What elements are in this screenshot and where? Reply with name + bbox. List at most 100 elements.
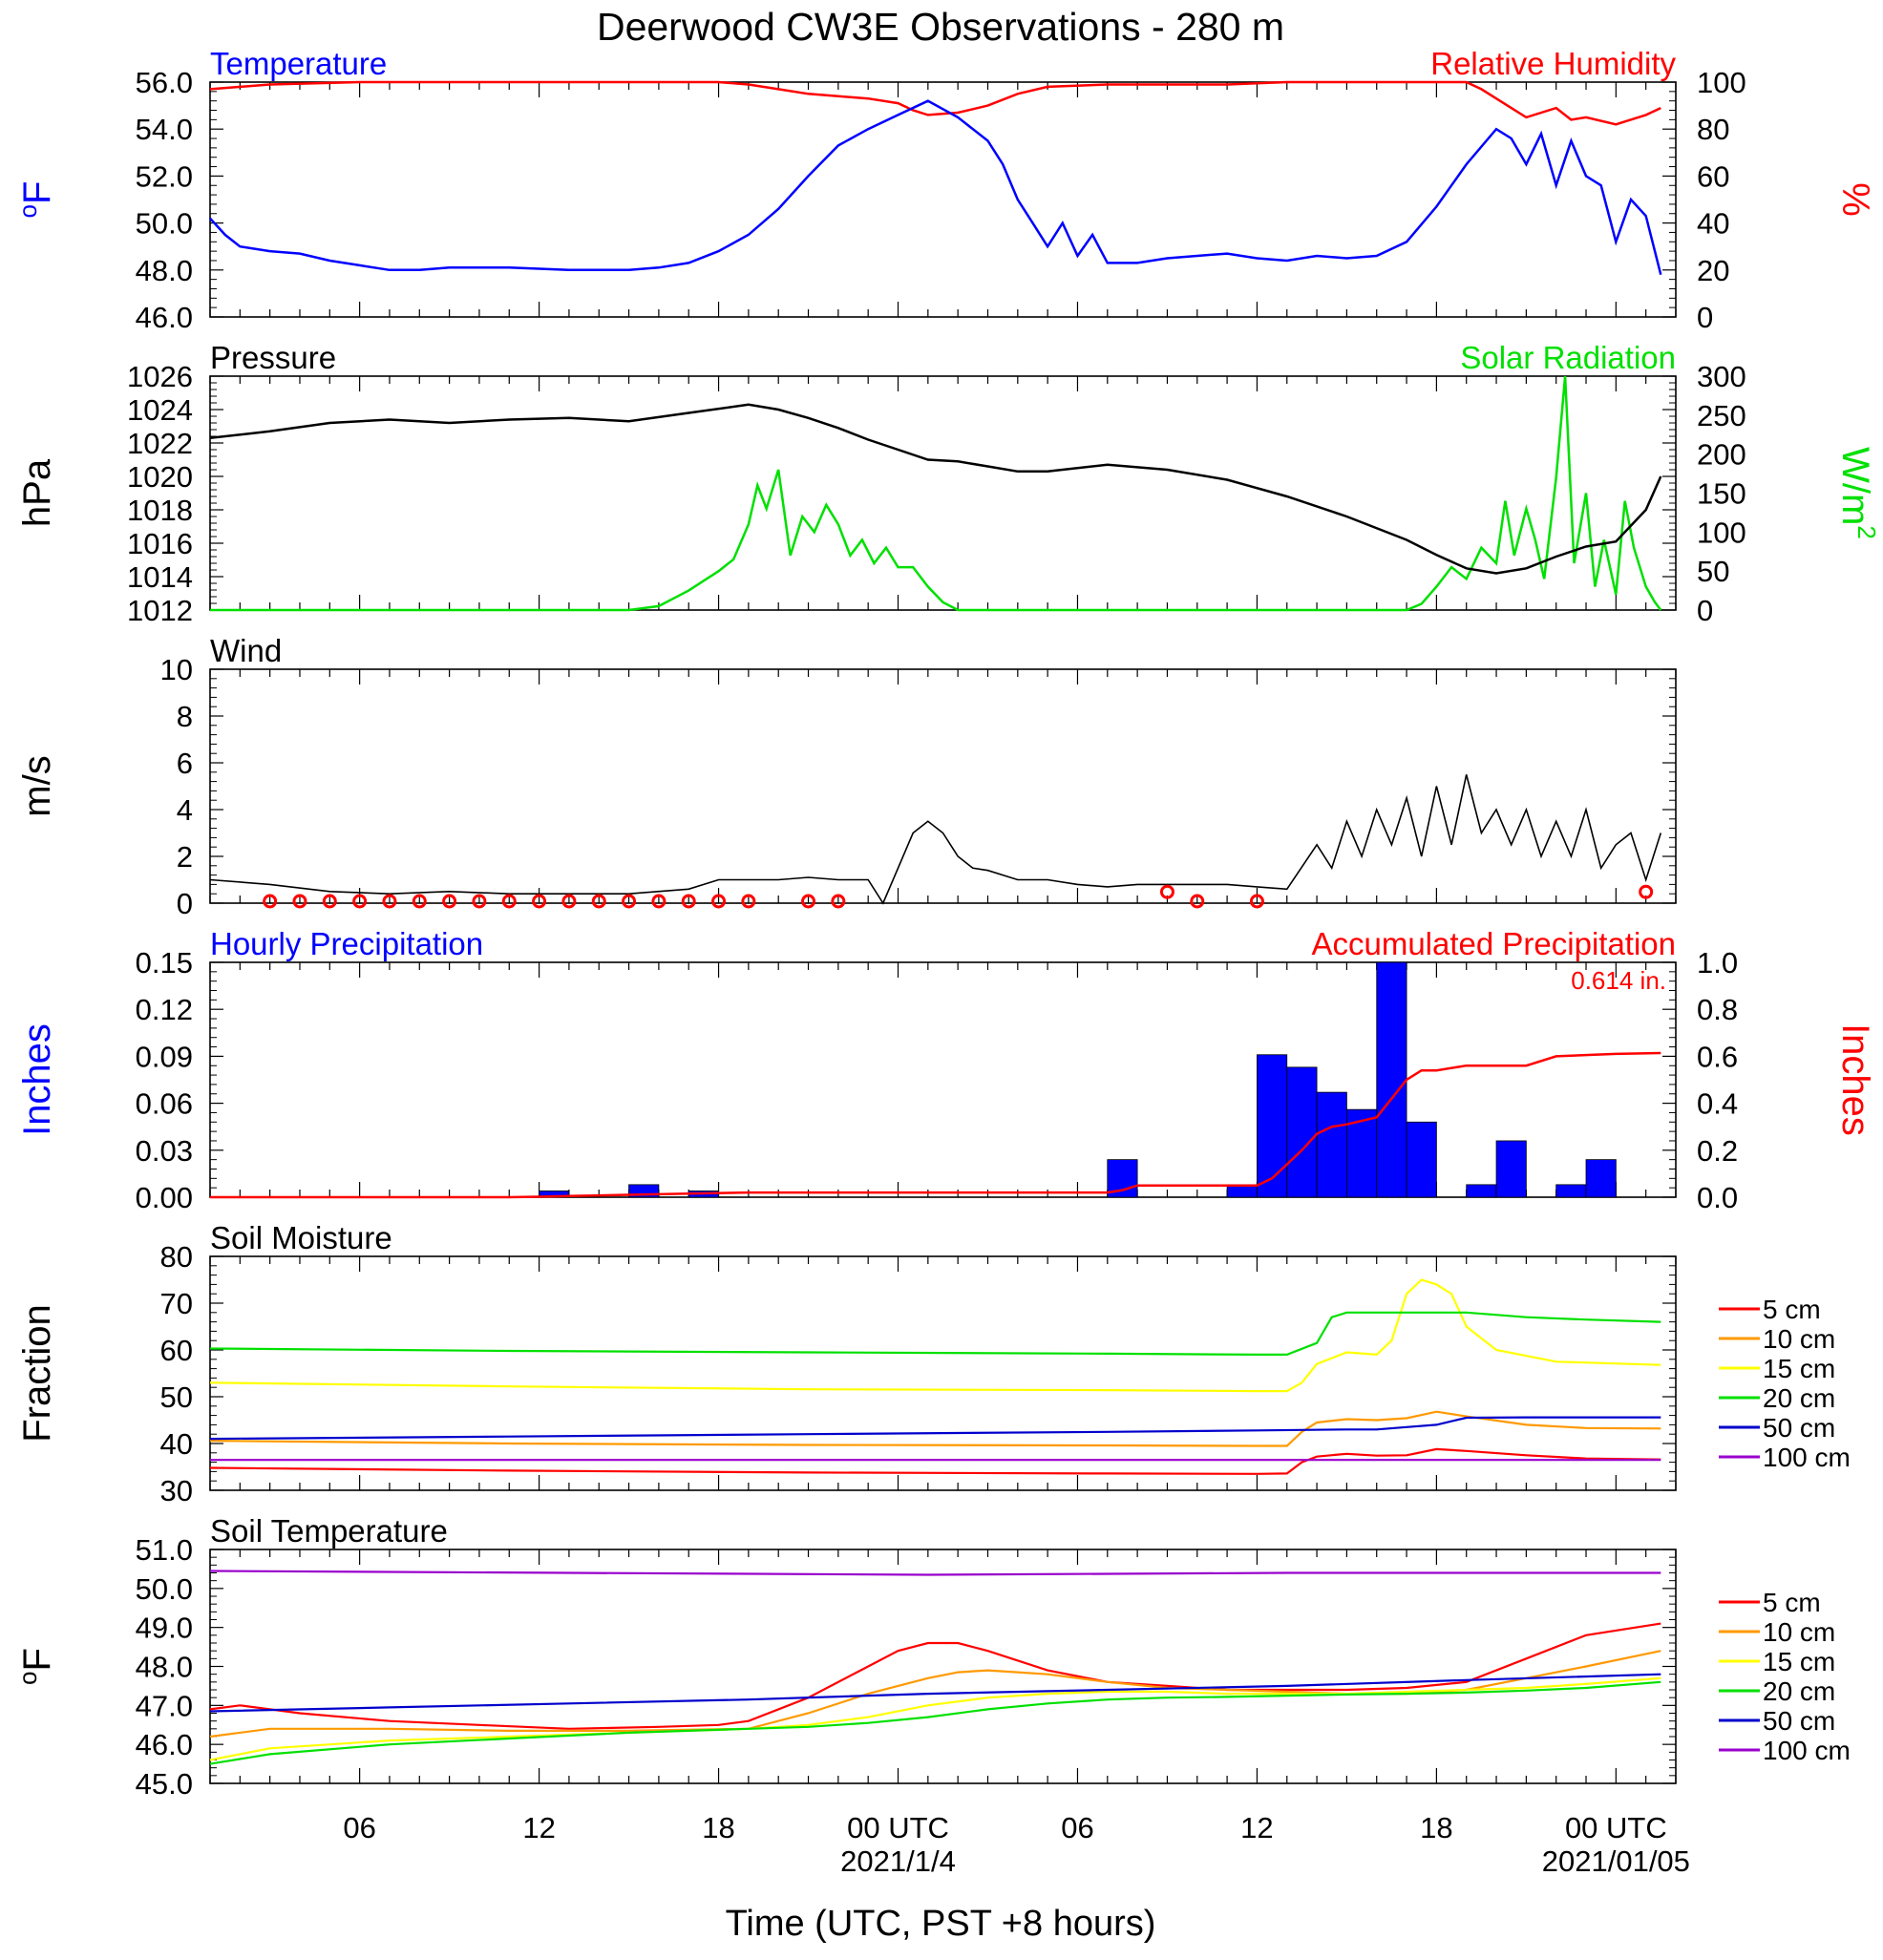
panel-soil-moisture: 30 40 50 60 70 80 Soil Moisture Fraction 5 cm10 … [16,1220,1851,1507]
hourly-precip-bar [1555,1184,1587,1198]
plot-frame [209,1549,1677,1784]
y2-tick-label: 1.0 [1697,946,1738,980]
series-temperature [209,99,1662,276]
legend-label: 20 cm [1763,1676,1835,1706]
y-tick-label: 48.0 [136,1651,193,1684]
panel-soil-temperature: 45.0 46.0 47.0 48.0 49.0 50.0 51.0 Soil Tempera… [13,1513,1851,1801]
calm-marker [292,894,307,909]
calm-marker [681,894,696,909]
series-wind-speed [209,774,1662,905]
y-tick-label: 6 [177,747,193,780]
plot-frame [209,961,1677,1198]
series-soil-temperature [209,1673,1661,1713]
y2-tick-label: 0.4 [1697,1087,1738,1121]
panel-title: Temperature [210,46,387,81]
calm-marker [561,894,577,909]
y-tick-label: 0.09 [136,1040,193,1073]
left-axis-unit: Fraction [16,1304,58,1443]
y2-tick-label: 0.0 [1697,1181,1738,1214]
y-tick-label: 80 [160,1240,193,1274]
y-tick-label: 0 [177,887,193,920]
x-tick-label: 18 [1420,1811,1452,1844]
panel-title: Hourly Precipitation [210,926,483,961]
x-axis-label: Time (UTC, PST +8 hours) [726,1904,1156,1944]
series-soil-moisture [209,1410,1661,1447]
y2-tick-label: 200 [1697,438,1746,472]
calm-marker [322,894,337,909]
y-tick-label: 40 [160,1427,193,1461]
calm-marker [442,894,457,909]
calm-marker [352,894,368,909]
panels: 46.048.050.052.054.056.0020406080100Temp… [13,46,1881,1801]
y2-tick-label: 150 [1697,477,1746,511]
y-tick-label: 50.0 [136,1572,193,1606]
hourly-precip-bar [1257,1054,1288,1198]
hourly-precip-bar [1495,1140,1527,1198]
series-soil-temperature [209,1570,1661,1576]
y2-tick-label: 50 [1697,555,1729,588]
series-soil-temperature [209,1622,1661,1730]
plot-frame [209,1255,1677,1491]
y2-tick-label: 0.8 [1697,993,1738,1026]
y2-tick-label: 80 [1697,113,1729,146]
plot-frame [209,81,1677,318]
y-tick-label: 0.12 [136,993,193,1026]
y-tick-label: 1024 [127,393,193,427]
series-soil-temperature [209,1676,1661,1761]
series-soil-moisture [209,1278,1661,1393]
x-date-label: 2021/01/05 [1542,1844,1690,1878]
x-tick-label: 00 UTC [1565,1811,1667,1844]
panel-wind: 0 2 4 6 8 10 Wind m/s [16,633,1677,920]
y2-tick-label: 40 [1697,207,1729,241]
calm-marker [1159,884,1174,899]
panel-title-right: Relative Humidity [1430,46,1676,81]
y2-tick-label: 0 [1697,301,1713,334]
y-tick-label: 0.00 [136,1181,193,1214]
y2-tick-label: 0 [1697,594,1713,627]
y2-tick-label: 0.2 [1697,1134,1738,1168]
y-tick-label: 46.0 [136,301,193,334]
calm-marker [472,894,487,909]
legend-label: 100 cm [1763,1443,1851,1472]
figure-title: Deerwood CW3E Observations - 280 m [597,5,1284,49]
hourly-precip-bar [1316,1091,1347,1198]
calm-marker [412,894,427,909]
y-tick-label: 54.0 [136,113,193,146]
legend-label: 5 cm [1763,1588,1821,1617]
plot-frame [209,668,1677,904]
y-tick-label: 52.0 [136,159,193,193]
calm-marker [622,894,637,909]
x-tick-label: 18 [702,1811,734,1844]
legend-label: 20 cm [1763,1383,1835,1413]
series-accumulated-precip [210,1051,1661,1199]
calm-marker [382,894,397,909]
y-tick-label: 8 [177,700,193,733]
legend-label: 50 cm [1763,1413,1835,1443]
y-tick-label: 70 [160,1287,193,1320]
y-tick-label: 56.0 [136,66,193,99]
calm-marker [501,894,517,909]
panel-title: Wind [210,633,282,668]
calm-marker [711,894,727,909]
panel-title: Soil Moisture [210,1220,392,1255]
calm-marker [831,894,846,909]
series-pressure [209,403,1662,575]
right-axis-unit: % [1834,182,1876,217]
y2-tick-label: 100 [1697,66,1746,99]
series-solar-radiation [210,375,1662,612]
y-tick-label: 45.0 [136,1767,193,1801]
y-tick-label: 48.0 [136,254,193,287]
y-tick-label: 50.0 [136,207,193,241]
left-axis-unit: Inches [16,1023,58,1136]
hourly-precip-bar [1585,1159,1617,1198]
y-tick-label: 4 [177,793,193,827]
series-soil-temperature [209,1680,1661,1765]
y-tick-label: 1012 [127,594,193,627]
legend-label: 10 cm [1763,1617,1835,1647]
hourly-precip-bar [1406,1121,1437,1198]
y-tick-label: 1014 [127,560,193,594]
calm-marker [591,894,606,909]
